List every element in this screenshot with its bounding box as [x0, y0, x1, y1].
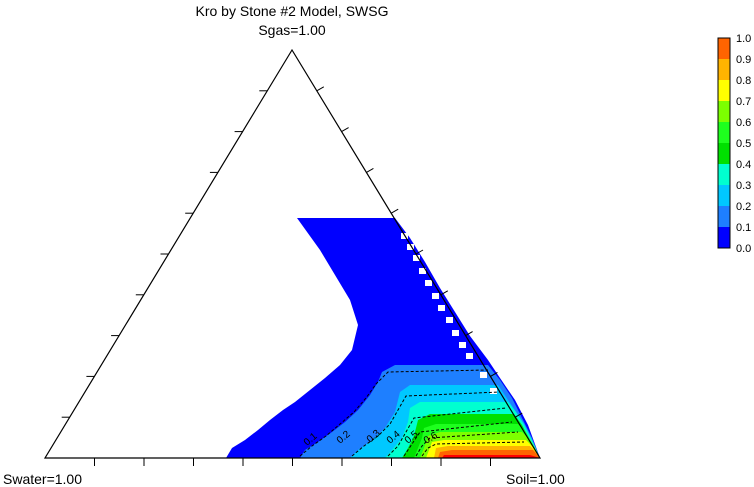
colorbar-label-2: 0.2: [736, 201, 751, 213]
right-tick-6: [440, 290, 449, 296]
colorbar-segment-6: [718, 101, 730, 122]
edge-notch-1: [407, 244, 414, 250]
colorbar-label-3: 0.3: [736, 180, 751, 192]
chart-title: Kro by Stone #2 Model, SWSG: [196, 3, 389, 19]
colorbar-label-10: 1.0: [736, 33, 751, 45]
right-tick-8: [490, 371, 498, 377]
contour-region-10: [442, 455, 540, 458]
corner-label-left: Swater=1.00: [3, 471, 82, 487]
colorbar-segment-8: [718, 59, 730, 80]
edge-notch-5: [432, 293, 439, 299]
contour-line-2: [387, 407, 507, 457]
colorbar-label-9: 0.9: [736, 54, 751, 66]
colorbar-border: [717, 37, 731, 249]
ternary-frame: [43, 48, 542, 466]
contour-line-0: [299, 369, 489, 457]
edge-notch-6: [438, 305, 445, 311]
colorbar-segment-4: [718, 143, 730, 164]
colorbar-label-6: 0.6: [736, 117, 751, 129]
colorbar-segment-1: [718, 206, 730, 227]
colorbar-label-0: 0.0: [736, 243, 751, 255]
right-tick-5: [415, 249, 424, 255]
edge-notch-8: [452, 330, 459, 336]
right-tick-4: [390, 208, 399, 214]
edge-notch-3: [419, 268, 426, 274]
edge-notch-4: [425, 280, 432, 286]
colorbar-segment-7: [718, 80, 730, 101]
right-tick-7: [465, 331, 473, 337]
edge-notch-2: [413, 255, 420, 261]
corner-label-top: Sgas=1.00: [258, 22, 326, 38]
right-tick-1: [316, 86, 325, 92]
colorbar-label-4: 0.4: [736, 159, 751, 171]
edge-notch-12: [490, 388, 497, 394]
right-tick-2: [341, 127, 349, 133]
colorbar-label-1: 0.1: [736, 222, 751, 234]
contour-line-5: [421, 441, 525, 457]
colorbar-segment-2: [718, 185, 730, 206]
colorbar-label-7: 0.7: [736, 96, 751, 108]
edge-notch-9: [459, 342, 466, 348]
contour-lines: [299, 369, 525, 457]
contour-line-3: [403, 421, 513, 457]
contour-regions: [226, 218, 540, 458]
right-tick-3: [366, 167, 374, 173]
contour-line-1: [351, 391, 501, 457]
colorbar-segment-3: [718, 164, 730, 185]
colorbar-segment-0: [718, 227, 730, 248]
edge-notch-11: [480, 372, 487, 378]
colorbar-segment-5: [718, 122, 730, 143]
colorbar-segment-9: [718, 38, 730, 59]
colorbar: 0.0 0.1 0.2 0.3 0.4 0.5 0.6 0.7 0.8 0.9 1.0: [717, 33, 751, 255]
colorbar-label-8: 0.8: [736, 75, 751, 87]
edge-notch-7: [446, 317, 453, 323]
right-tick-9: [514, 412, 523, 418]
colorbar-label-5: 0.5: [736, 138, 751, 150]
edge-notch-10: [466, 353, 473, 359]
corner-label-right: Soil=1.00: [506, 471, 565, 487]
contour-line-4: [415, 431, 519, 457]
